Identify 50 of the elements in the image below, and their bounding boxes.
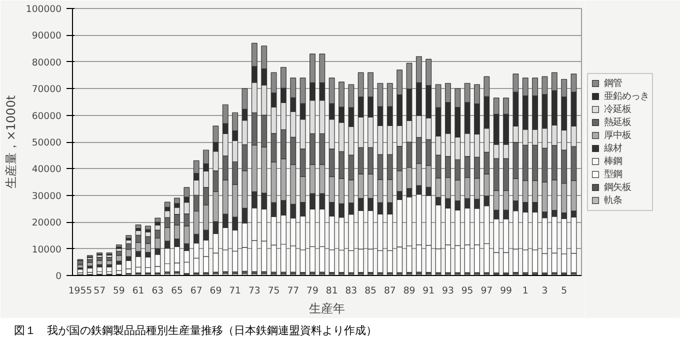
legend-label: 軌条 bbox=[604, 194, 623, 206]
y-tick-label: 60000 bbox=[32, 110, 62, 122]
y-tick-label: 100000 bbox=[26, 4, 62, 15]
caption: 図１ 我が国の鉄鋼製品品種別生産量推移（日本鉄鋼連盟資料より作成） bbox=[14, 323, 377, 339]
x-tick-label: 1955 bbox=[68, 286, 92, 296]
legend-label: 線材 bbox=[604, 142, 624, 154]
x-tick-label: 89 bbox=[403, 286, 416, 296]
legend-label: 鋼管 bbox=[604, 76, 623, 90]
x-tick-label: 5 bbox=[561, 286, 568, 296]
x-tick-label: 95 bbox=[461, 286, 474, 296]
legend-label: 鋼矢板 bbox=[604, 180, 631, 194]
x-tick-label: 3 bbox=[542, 286, 548, 296]
x-tick-label: 59 bbox=[113, 286, 125, 296]
x-tick-label: 73 bbox=[248, 286, 260, 296]
legend-label: 冷延板 bbox=[604, 102, 631, 116]
x-tick-label: 65 bbox=[171, 286, 184, 296]
legend-label: 棒鋼 bbox=[604, 154, 623, 168]
x-tick-label: 1 bbox=[522, 286, 528, 296]
y-tick-label: 80000 bbox=[32, 57, 62, 68]
x-tick-label: 77 bbox=[287, 286, 300, 296]
x-tick-label: 99 bbox=[500, 286, 512, 296]
legend-label: 型鋼 bbox=[604, 168, 623, 180]
legend-label: 亜鉛めっき bbox=[604, 90, 649, 102]
y-tick-label: 20000 bbox=[32, 218, 62, 229]
y-axis-title: 生産量，×1000t bbox=[4, 95, 18, 189]
y-tick-label: 0 bbox=[56, 271, 62, 282]
y-tick-label: 50000 bbox=[32, 138, 62, 148]
x-tick-label: 61 bbox=[132, 286, 144, 296]
x-tick-label: 85 bbox=[364, 286, 377, 296]
x-tick-label: 71 bbox=[229, 286, 242, 296]
legend-label: 熱延板 bbox=[604, 116, 631, 128]
x-tick-label: 87 bbox=[384, 286, 396, 296]
y-tick-label: 10000 bbox=[32, 244, 62, 256]
y-tick-label: 30000 bbox=[32, 190, 62, 202]
x-tick-label: 93 bbox=[442, 286, 454, 296]
x-tick-label: 75 bbox=[268, 286, 280, 296]
legend-label: 厚中板 bbox=[604, 128, 631, 142]
x-tick-label: 67 bbox=[190, 286, 202, 296]
x-tick-label: 57 bbox=[94, 286, 106, 296]
x-tick-label: 83 bbox=[345, 286, 358, 296]
y-tick-label: 40000 bbox=[32, 164, 62, 176]
x-tick-label: 91 bbox=[422, 286, 435, 296]
x-axis-title: 生産年 bbox=[309, 302, 345, 316]
x-tick-label: 69 bbox=[210, 286, 222, 296]
x-tick-label: 63 bbox=[152, 286, 164, 296]
x-tick-label: 79 bbox=[306, 286, 318, 296]
y-tick-label: 70000 bbox=[32, 84, 62, 96]
x-tick-label: 81 bbox=[326, 286, 338, 296]
x-tick-label: 97 bbox=[480, 286, 493, 296]
y-tick-label: 90000 bbox=[32, 30, 62, 42]
